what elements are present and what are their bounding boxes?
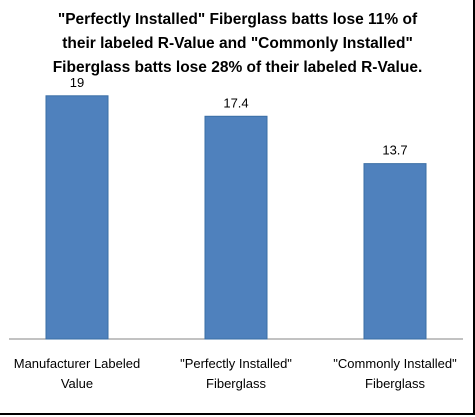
x-tick-label-line: Value	[60, 376, 94, 391]
chart-title-line: Fiberglass batts lose 28% of their label…	[52, 59, 423, 76]
x-tick-label: "Commonly Installed" Fiberglass	[325, 354, 465, 394]
x-tick-label-line: Fiberglass	[365, 376, 425, 391]
x-tick-label-line: "Perfectly Installed"	[180, 356, 292, 371]
chart-title: "Perfectly Installed" Fiberglass batts l…	[10, 8, 465, 80]
chart-title-line: their labeled R-Value and "Commonly Inst…	[62, 35, 413, 52]
x-tick-label-line: Manufacturer Labeled	[13, 356, 141, 371]
bar	[363, 163, 427, 340]
x-tick-label: Manufacturer Labeled Value	[7, 354, 147, 394]
data-label: 13.7	[382, 143, 407, 158]
data-label: 19	[70, 75, 84, 90]
x-tick-label-line: "Commonly Installed"	[333, 356, 457, 371]
chart-title-line: "Perfectly Installed" Fiberglass batts l…	[57, 11, 418, 28]
x-tick-label: "Perfectly Installed" Fiberglass	[166, 354, 306, 394]
bar	[204, 115, 268, 340]
bar	[45, 95, 109, 340]
x-tick-label-line: Fiberglass	[206, 376, 266, 391]
data-label: 17.4	[223, 95, 248, 110]
